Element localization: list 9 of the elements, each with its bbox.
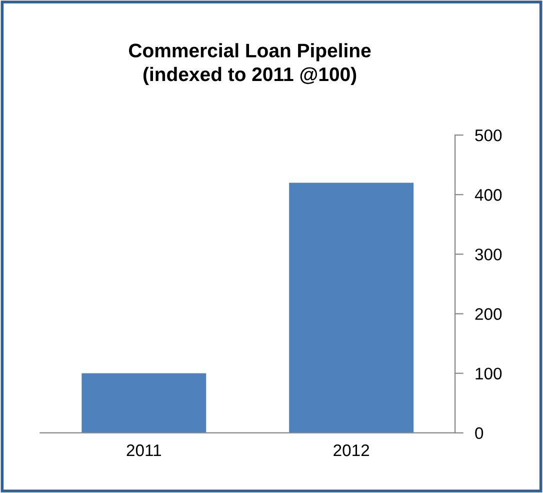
y-tick-label: 200 [475, 308, 502, 320]
x-tick-label: 2012 [334, 444, 370, 456]
y-tick-label: 400 [474, 189, 502, 201]
y-tick-label: 0 [475, 427, 484, 440]
chart-title: Commercial Loan Pipeline (indexed to 2011 @100) [129, 43, 371, 86]
y-tick-label: 300 [475, 248, 502, 260]
y-tick-label: 100 [476, 368, 502, 380]
x-tick-label: 2011 [126, 444, 162, 456]
y-tick-label: 500 [475, 129, 502, 142]
